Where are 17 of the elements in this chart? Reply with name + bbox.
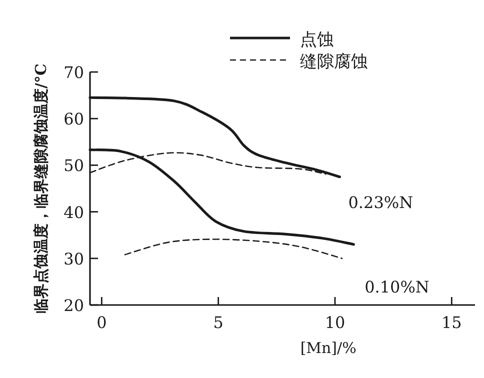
y-axis-title: 临界点蚀温度，临界缝隙腐蚀温度/°C [32,63,50,314]
legend-label: 缝隙腐蚀 [300,52,368,72]
x-tick-label: 5 [213,313,224,332]
annotation: 0.23%N [348,193,414,212]
x-tick-label: 0 [96,313,107,332]
x-axis-title: [Mn]/% [300,339,356,357]
y-tick-label: 30 [64,249,84,268]
y-tick-label: 70 [64,63,84,82]
y-tick-label: 20 [64,296,84,315]
x-tick-label: 15 [441,313,462,332]
line-series [124,238,343,260]
y-tick-label: 60 [64,110,84,129]
annotation: 0.10%N [364,277,430,296]
y-tick-label: 50 [64,156,84,176]
x-tick-label: 10 [324,313,346,332]
legend-label: 点蚀 [300,30,334,50]
y-tick-label: 40 [64,202,84,222]
